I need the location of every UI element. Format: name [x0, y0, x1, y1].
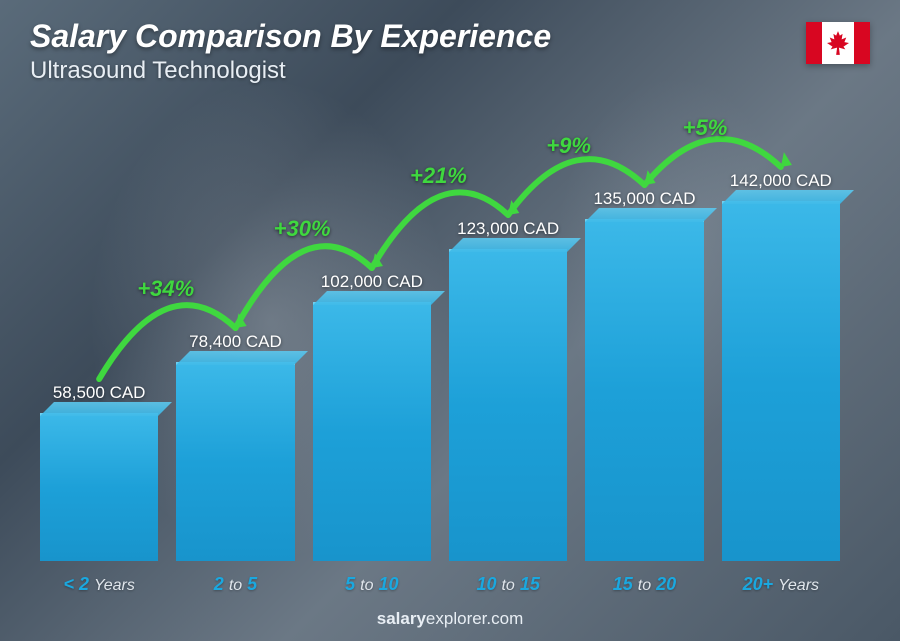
header: Salary Comparison By Experience Ultrasou…: [30, 18, 870, 85]
maple-leaf-icon: [827, 31, 849, 55]
bar-category-label: 10 to 15: [449, 574, 567, 595]
flag-band-left: [806, 22, 822, 64]
bar-category-label: < 2 Years: [40, 574, 158, 595]
bar-category-label: 20+ Years: [722, 574, 840, 595]
canada-flag-icon: [806, 22, 870, 64]
brand-tld: .com: [486, 609, 523, 628]
growth-arc-label: +5%: [683, 115, 728, 141]
brand-bold: salary: [377, 609, 426, 628]
bar-category-label: 15 to 20: [585, 574, 703, 595]
brand-rest: explorer: [426, 609, 486, 628]
flag-center: [822, 22, 854, 64]
page-title: Salary Comparison By Experience: [30, 18, 870, 55]
bar-category-label: 5 to 10: [313, 574, 431, 595]
salary-chart: 58,500 CAD< 2 Years78,400 CAD2 to 5102,0…: [40, 120, 840, 561]
footer-brand: salaryexplorer.com: [0, 609, 900, 629]
page-subtitle: Ultrasound Technologist: [30, 57, 870, 85]
flag-band-right: [854, 22, 870, 64]
growth-arc: [40, 120, 840, 561]
bar-category-label: 2 to 5: [176, 574, 294, 595]
